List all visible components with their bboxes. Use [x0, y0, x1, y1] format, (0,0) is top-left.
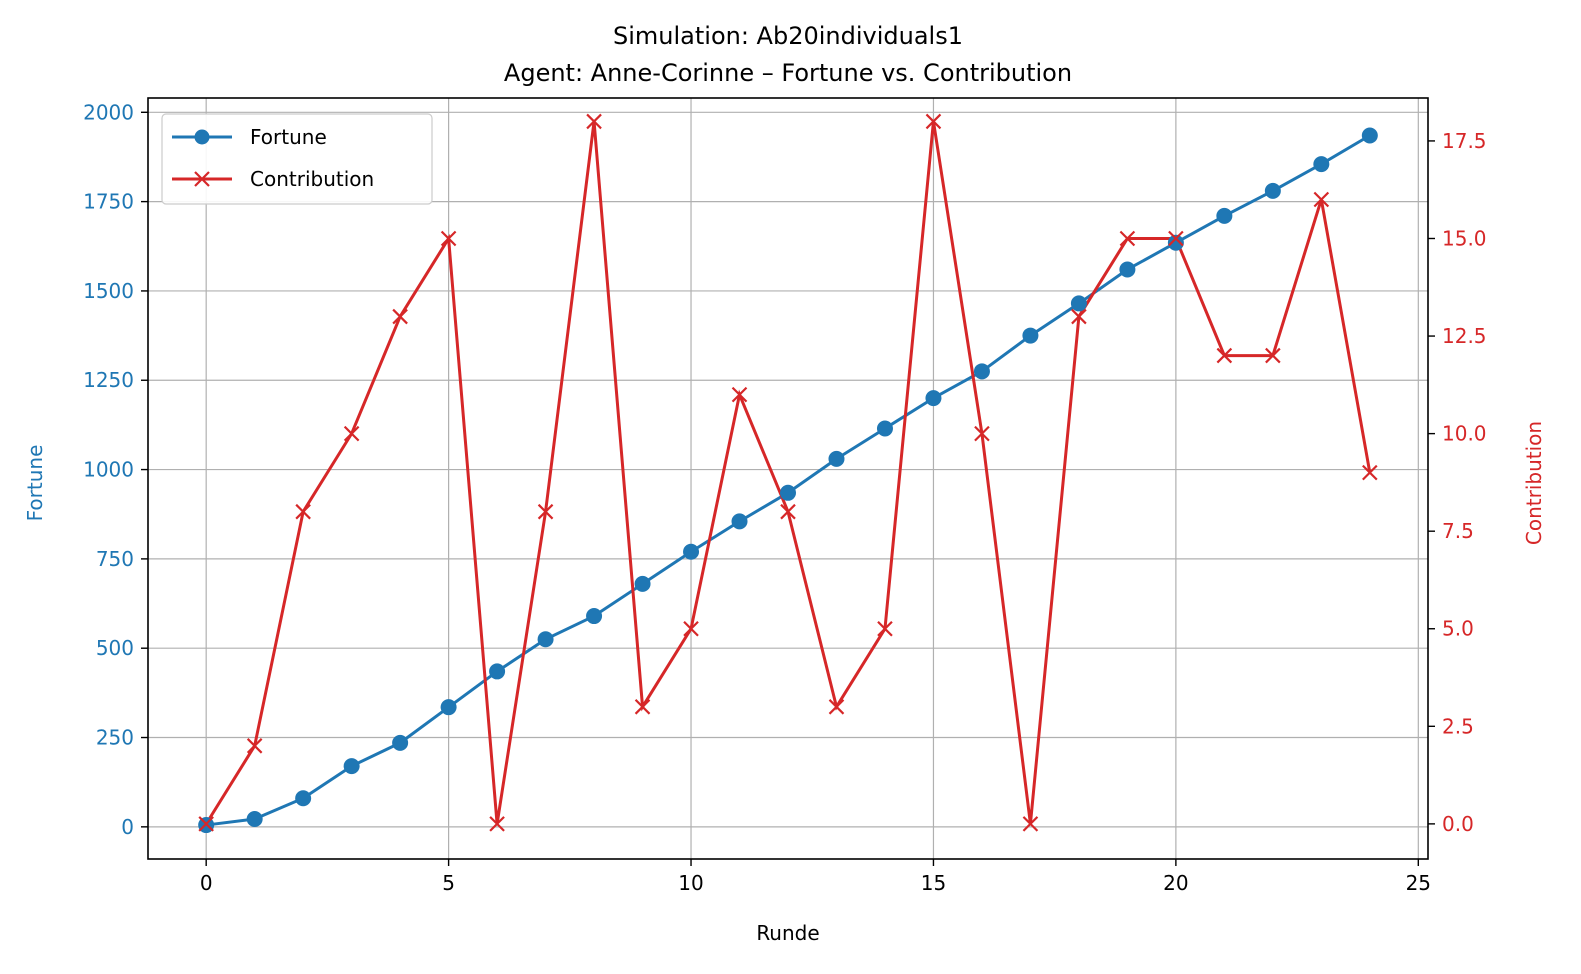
contribution-point [1168, 230, 1184, 247]
y-tick-label-left: 2000 [83, 100, 134, 124]
fortune-point [973, 363, 990, 380]
x-tick-label: 10 [678, 871, 703, 895]
fortune-point [489, 663, 506, 680]
x-tick-label: 25 [1406, 871, 1431, 895]
fortune-point [1022, 327, 1039, 344]
y-tick-label-left: 0 [121, 815, 134, 839]
fortune-point [731, 513, 748, 530]
contribution-point [1119, 230, 1136, 247]
contribution-point [634, 699, 651, 715]
y-tick-label-left: 250 [96, 726, 134, 750]
contribution-point [828, 699, 845, 715]
fortune-point [780, 484, 796, 501]
contribution-point [1071, 308, 1087, 325]
plot-frame [147, 97, 1429, 860]
contribution-point [343, 425, 360, 442]
contribution-point [1313, 191, 1330, 208]
contribution-point [1265, 347, 1281, 364]
y-axis-label-left: Fortune [23, 445, 47, 522]
fortune-point [537, 631, 554, 648]
fortune-point [1119, 261, 1136, 278]
y-tick-label-right: 15.0 [1442, 226, 1487, 250]
legend-contribution-marker [194, 171, 210, 187]
y-tick-label-right: 17.5 [1442, 129, 1487, 153]
axis-ticks: 0 5 10 15 20 25025050075010001250150017502000… [83, 100, 1486, 895]
fortune-point [1264, 182, 1281, 199]
contribution-point [440, 230, 457, 247]
fortune-point [1313, 156, 1330, 173]
x-axis-label: Runde [756, 921, 819, 945]
fortune-point [295, 790, 312, 807]
contribution-point [877, 620, 893, 637]
contribution-point [246, 738, 263, 754]
legend-contribution-label: Contribution [250, 167, 374, 191]
contribution-point [489, 816, 505, 832]
contribution-point [1022, 816, 1039, 832]
y-tick-label-right: 5.0 [1442, 617, 1474, 641]
fortune-point [440, 699, 457, 716]
fortune-point [876, 420, 893, 437]
y-tick-label-right: 10.0 [1442, 422, 1487, 446]
y-tick-label-right: 7.5 [1442, 519, 1474, 543]
contribution-point [198, 816, 214, 832]
y-tick-label-left: 1000 [83, 458, 134, 482]
fortune-point [634, 575, 651, 592]
fortune-point [586, 608, 603, 625]
contribution-point [683, 620, 699, 637]
y-axis-label-right: Contribution [1522, 421, 1546, 545]
fortune-point [828, 450, 845, 467]
x-tick-label: 20 [1163, 871, 1188, 895]
grid-lines [148, 98, 1428, 859]
x-tick-label: 15 [921, 871, 946, 895]
contribution-point [974, 425, 990, 442]
x-tick-label: 0 [200, 871, 213, 895]
legend: Fortune Contribution [161, 113, 433, 205]
y-tick-label-right: 12.5 [1442, 324, 1487, 348]
y-tick-label-left: 1500 [83, 279, 134, 303]
fortune-point [392, 734, 409, 751]
y-tick-label-right: 2.5 [1442, 714, 1474, 738]
fortune-point [246, 810, 263, 827]
y-tick-label-right: 0.0 [1442, 812, 1474, 836]
legend-fortune-marker [194, 129, 210, 145]
fortune-point [683, 543, 700, 560]
y-tick-label-left: 1750 [83, 190, 134, 214]
contribution-point [925, 113, 942, 130]
fortune-point [1216, 207, 1233, 224]
fortune-point [1167, 234, 1184, 251]
y-tick-label-left: 500 [96, 636, 134, 660]
contribution-point [537, 503, 554, 520]
fortune-point [1361, 127, 1378, 144]
y-tick-label-left: 750 [96, 547, 134, 571]
contribution-point [295, 503, 311, 520]
contribution-point [1216, 347, 1233, 364]
fortune-point [343, 758, 360, 775]
contribution-point [586, 113, 602, 130]
contribution-point [731, 386, 748, 403]
legend-fortune-label: Fortune [250, 125, 327, 149]
contribution-point [392, 308, 408, 325]
chart-title-line1: Simulation: Ab20individuals1 [613, 22, 963, 50]
y-tick-label-left: 1250 [83, 368, 134, 392]
contribution-point [780, 503, 796, 520]
series-markers [198, 113, 1378, 834]
contribution-point [1362, 464, 1378, 481]
x-tick-label: 5 [442, 871, 455, 895]
chart-title-line2: Agent: Anne-Corinne – Fortune vs. Contri… [504, 59, 1072, 87]
fortune-point [925, 390, 942, 407]
fortune-point [1070, 295, 1087, 312]
